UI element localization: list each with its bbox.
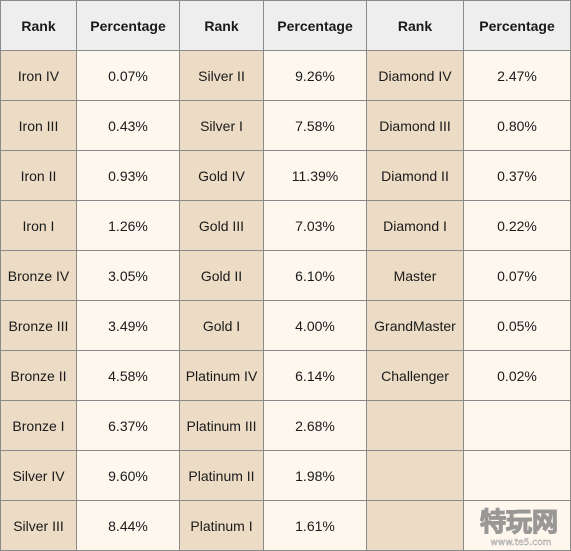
percentage-cell: 9.60%	[76, 450, 180, 501]
rank-cell: Platinum I	[179, 500, 264, 551]
percentage-cell: 8.44%	[76, 500, 180, 551]
rank-cell: Diamond IV	[366, 50, 464, 101]
rank-cell: Diamond III	[366, 100, 464, 151]
empty-rank-cell	[366, 400, 464, 451]
rank-cell: Silver III	[0, 500, 77, 551]
percentage-cell: 6.37%	[76, 400, 180, 451]
table-row: Bronze II 4.58% Platinum IV 6.14% Challe…	[0, 350, 571, 401]
rank-cell: Master	[366, 250, 464, 301]
percentage-cell: 11.39%	[263, 150, 367, 201]
table-row: Bronze III 3.49% Gold I 4.00% GrandMaste…	[0, 300, 571, 351]
percentage-cell: 4.00%	[263, 300, 367, 351]
te5-watermark-logo: 特玩网 www.te5.com	[479, 506, 558, 548]
percentage-cell: 2.68%	[263, 400, 367, 451]
percentage-cell: 9.26%	[263, 50, 367, 101]
table-row: Silver IV 9.60% Platinum II 1.98%	[0, 450, 571, 501]
header-rank: Rank	[366, 0, 464, 51]
table-row: Silver III 8.44% Platinum I 1.61%	[0, 500, 571, 551]
table-row: Bronze I 6.37% Platinum III 2.68%	[0, 400, 571, 451]
rank-cell: Iron IV	[0, 50, 77, 101]
percentage-cell: 4.58%	[76, 350, 180, 401]
rank-cell: Gold II	[179, 250, 264, 301]
watermark-url-text: www.te5.com	[491, 538, 552, 548]
empty-percentage-cell	[463, 400, 571, 451]
header-percentage: Percentage	[76, 0, 180, 51]
table-row: Iron III 0.43% Silver I 7.58% Diamond II…	[0, 100, 571, 151]
percentage-cell: 1.98%	[263, 450, 367, 501]
header-percentage: Percentage	[263, 0, 367, 51]
header-row: Rank Percentage Rank Percentage Rank Per…	[0, 0, 571, 51]
rank-cell: Bronze I	[0, 400, 77, 451]
rank-cell: Platinum III	[179, 400, 264, 451]
percentage-cell: 0.05%	[463, 300, 571, 351]
empty-rank-cell	[366, 500, 464, 551]
percentage-cell: 3.49%	[76, 300, 180, 351]
rank-cell: Silver I	[179, 100, 264, 151]
rank-cell: Silver II	[179, 50, 264, 101]
percentage-cell: 6.14%	[263, 350, 367, 401]
rank-cell: Gold IV	[179, 150, 264, 201]
rank-cell: Iron II	[0, 150, 77, 201]
percentage-cell: 0.22%	[463, 200, 571, 251]
rank-cell: Silver IV	[0, 450, 77, 501]
empty-percentage-cell	[463, 500, 571, 551]
percentage-cell: 0.37%	[463, 150, 571, 201]
rank-cell: Iron III	[0, 100, 77, 151]
percentage-cell: 0.43%	[76, 100, 180, 151]
table-row: Iron II 0.93% Gold IV 11.39% Diamond II …	[0, 150, 571, 201]
percentage-cell: 1.61%	[263, 500, 367, 551]
header-rank: Rank	[0, 0, 77, 51]
rank-cell: GrandMaster	[366, 300, 464, 351]
percentage-cell: 3.05%	[76, 250, 180, 301]
rank-cell: Platinum IV	[179, 350, 264, 401]
rank-cell: Platinum II	[179, 450, 264, 501]
rank-cell: Gold III	[179, 200, 264, 251]
rank-cell: Diamond I	[366, 200, 464, 251]
percentage-cell: 0.80%	[463, 100, 571, 151]
rank-cell: Bronze IV	[0, 250, 77, 301]
rank-cell: Challenger	[366, 350, 464, 401]
empty-rank-cell	[366, 450, 464, 501]
percentage-cell: 0.02%	[463, 350, 571, 401]
percentage-cell: 6.10%	[263, 250, 367, 301]
percentage-cell: 0.07%	[463, 250, 571, 301]
header-percentage: Percentage	[463, 0, 571, 51]
percentage-cell: 0.93%	[76, 150, 180, 201]
header-rank: Rank	[179, 0, 264, 51]
percentage-cell: 1.26%	[76, 200, 180, 251]
rank-cell: Diamond II	[366, 150, 464, 201]
percentage-cell: 7.03%	[263, 200, 367, 251]
rank-cell: Iron I	[0, 200, 77, 251]
rank-cell: Gold I	[179, 300, 264, 351]
table-row: Iron IV 0.07% Silver II 9.26% Diamond IV…	[0, 50, 571, 101]
percentage-cell: 2.47%	[463, 50, 571, 101]
percentage-cell: 0.07%	[76, 50, 180, 101]
rank-cell: Bronze III	[0, 300, 77, 351]
empty-percentage-cell	[463, 450, 571, 501]
percentage-cell: 7.58%	[263, 100, 367, 151]
rank-cell: Bronze II	[0, 350, 77, 401]
table-row: Bronze IV 3.05% Gold II 6.10% Master 0.0…	[0, 250, 571, 301]
watermark-logo-text: 特玩网	[480, 507, 558, 538]
table-row: Iron I 1.26% Gold III 7.03% Diamond I 0.…	[0, 200, 571, 251]
